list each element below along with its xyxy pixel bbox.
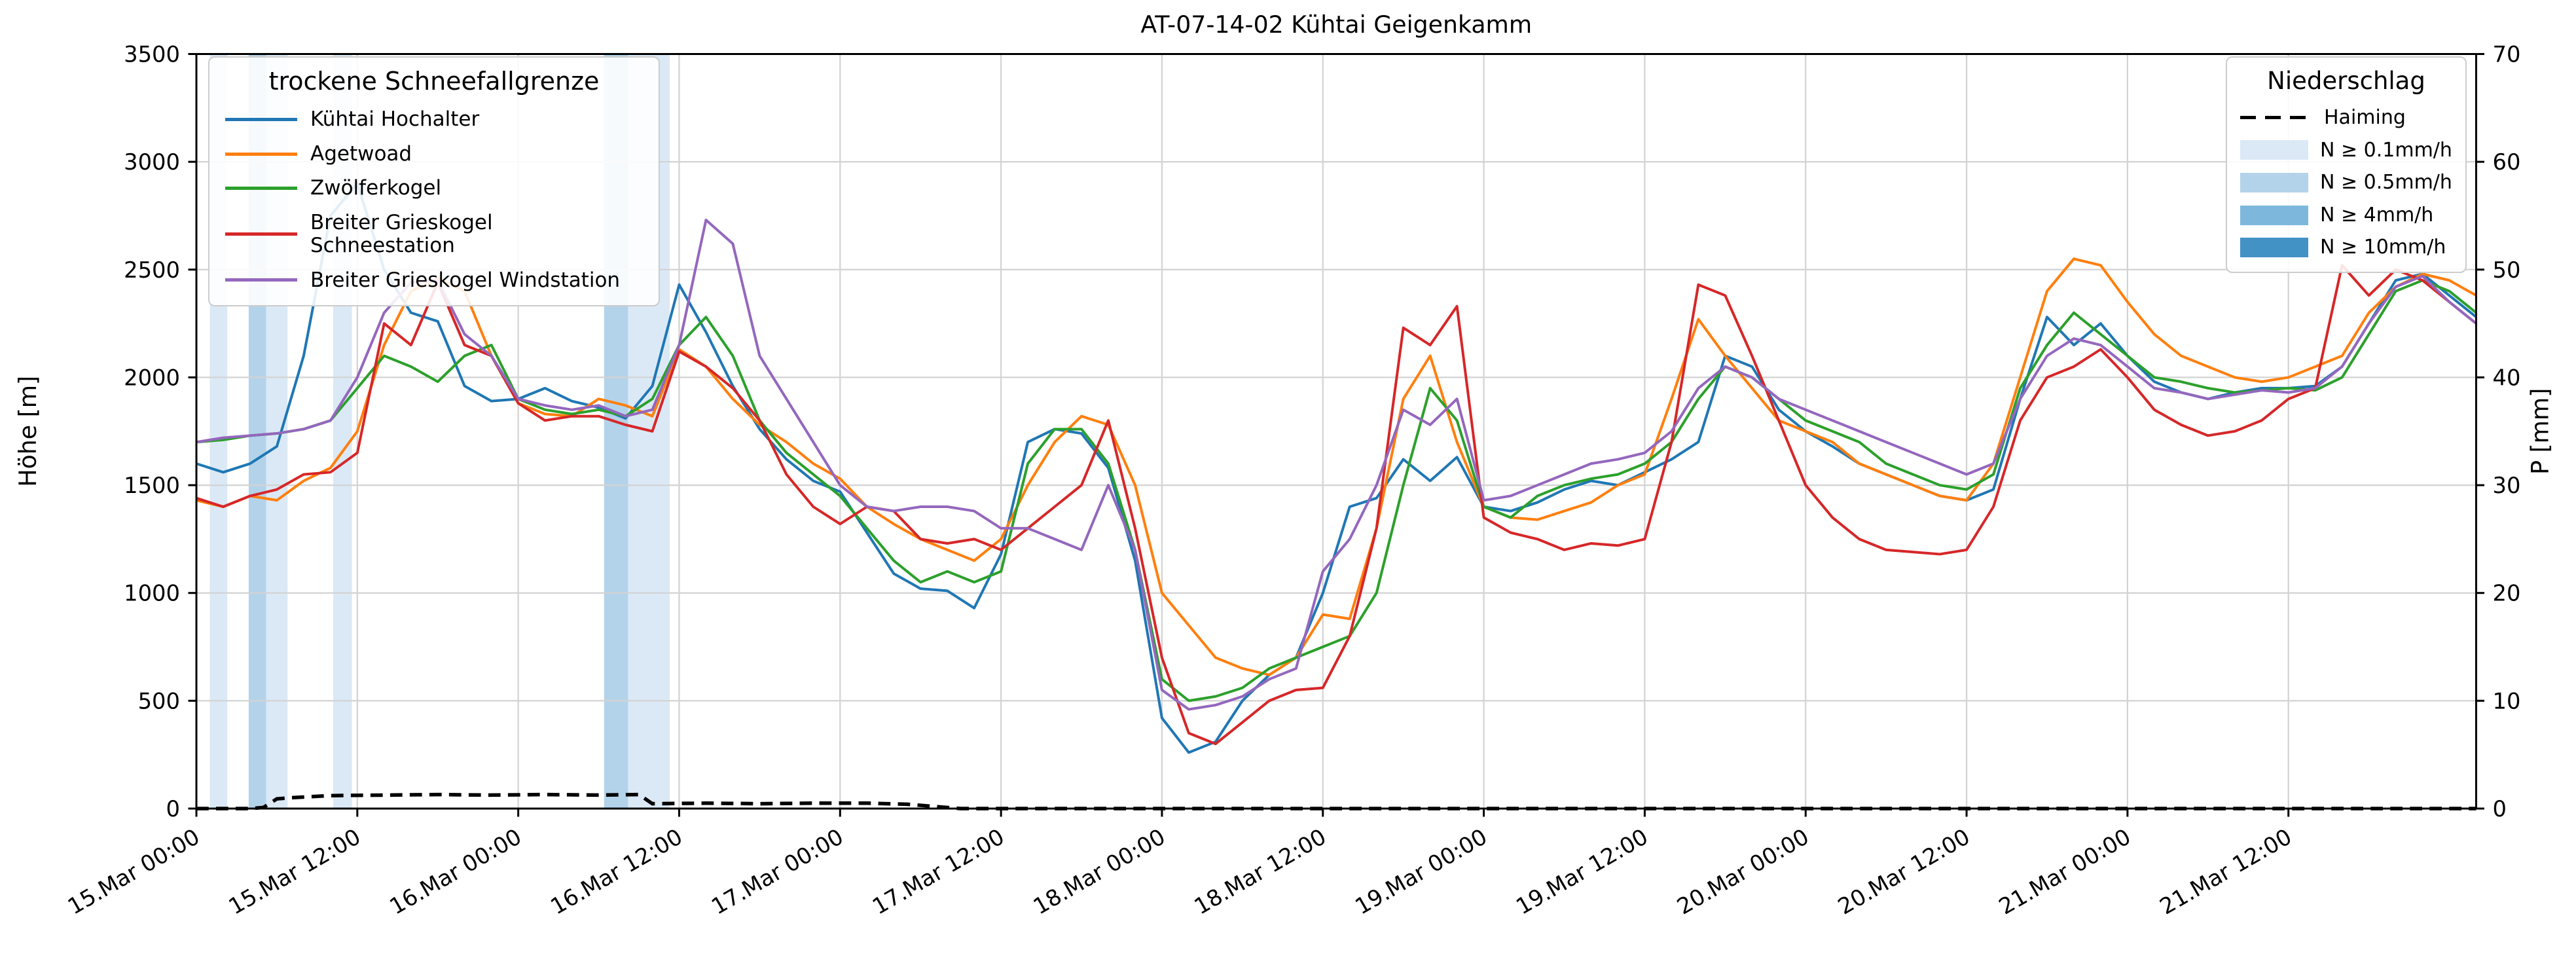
- legend-entry-zwoelferkogel: Zwölferkogel: [209, 171, 659, 206]
- y-left-tick-label: 1500: [124, 473, 180, 498]
- legend-entry-n4: N ≥ 4mm/h: [2227, 199, 2465, 232]
- line-swatch-icon: [225, 278, 297, 282]
- y-right-tick-label: 20: [2493, 581, 2521, 606]
- legend-label: N ≥ 0.1mm/h: [2320, 138, 2452, 162]
- plot-frame: [195, 53, 2477, 810]
- y-right-tick-label: 10: [2493, 688, 2521, 714]
- legend-entry-haiming: Haiming: [2227, 101, 2465, 134]
- series-line-1: [196, 257, 2477, 676]
- y-left-tick-label: 2000: [124, 365, 180, 390]
- x-tick-label: 18.Mar 12:00: [1190, 824, 1331, 919]
- x-tick-label: 16.Mar 00:00: [385, 824, 526, 919]
- legend-entry-n05: N ≥ 0.5mm/h: [2227, 166, 2465, 199]
- precip-patch-icon: [2240, 140, 2308, 160]
- y-left-tick-label: 500: [138, 688, 180, 714]
- precip-legend: Niederschlag Haiming N ≥ 0.1mm/h N ≥ 0.5…: [2226, 56, 2467, 273]
- y-right-axis-label: P [mm]: [2526, 388, 2554, 475]
- series-line-4: [196, 219, 2477, 711]
- dashed-line-swatch-icon: [2240, 116, 2312, 120]
- legend-label: N ≥ 0.5mm/h: [2320, 171, 2452, 194]
- snowline-legend-title: trockene Schneefallgrenze: [268, 67, 600, 96]
- y-left-tick-label: 0: [166, 796, 180, 822]
- line-swatch-icon: [225, 117, 297, 121]
- haiming-precip-line: [196, 792, 2476, 811]
- precip-patch-icon: [2240, 205, 2308, 225]
- line-swatch-icon: [225, 232, 297, 236]
- y-right-tick-label: 40: [2493, 365, 2521, 390]
- x-tick-label: 20.Mar 12:00: [1834, 824, 1974, 919]
- y-left-axis-label: Höhe [m]: [14, 376, 42, 487]
- x-tick-label: 17.Mar 00:00: [707, 824, 848, 919]
- snowline-legend: trockene Schneefallgrenze Kühtai Hochalt…: [208, 56, 660, 307]
- y-left-tick-label: 3000: [124, 149, 180, 175]
- x-tick-label: 16.Mar 12:00: [546, 824, 687, 919]
- y-right-tick-label: 60: [2493, 149, 2521, 175]
- legend-label: Haiming: [2324, 106, 2406, 129]
- series-line-3: [196, 264, 2477, 746]
- series-line-0: [196, 182, 2477, 754]
- precip-patch-icon: [2240, 172, 2308, 192]
- legend-entry-n01: N ≥ 0.1mm/h: [2227, 134, 2465, 167]
- x-tick-label: 17.Mar 12:00: [868, 824, 1009, 919]
- x-tick-label: 21.Mar 00:00: [1995, 824, 2135, 919]
- legend-entry-grieskogel-schneestation: Breiter Grieskogel Schneestation: [209, 206, 659, 263]
- x-tick-label: 20.Mar 00:00: [1673, 824, 1813, 919]
- y-right-tick-label: 0: [2493, 796, 2507, 822]
- legend-entry-kuehtai-hochalter: Kühtai Hochalter: [209, 102, 659, 137]
- legend-entry-grieskogel-windstation: Breiter Grieskogel Windstation: [209, 263, 659, 298]
- legend-entry-n10: N ≥ 10mm/h: [2227, 231, 2465, 264]
- x-tick-label: 15.Mar 00:00: [63, 824, 204, 919]
- x-tick-label: 19.Mar 12:00: [1512, 824, 1652, 919]
- y-left-tick-label: 3500: [124, 42, 180, 67]
- y-left-tick-label: 1000: [124, 581, 180, 606]
- line-swatch-icon: [225, 187, 297, 191]
- legend-label: Agetwoad: [310, 141, 412, 166]
- y-left-tick-label: 2500: [124, 257, 180, 283]
- series-line-2: [196, 279, 2477, 702]
- x-tick-label: 15.Mar 12:00: [225, 824, 365, 919]
- y-right-tick-label: 70: [2493, 42, 2521, 67]
- legend-label: Zwölferkogel: [310, 176, 442, 200]
- y-right-tick-label: 50: [2493, 257, 2521, 283]
- x-tick-label: 21.Mar 12:00: [2156, 824, 2296, 919]
- legend-label: Breiter Grieskogel Schneestation: [310, 211, 493, 257]
- legend-label: Kühtai Hochalter: [310, 107, 480, 131]
- precip-patch-icon: [2240, 238, 2308, 258]
- x-tick-label: 18.Mar 00:00: [1029, 824, 1170, 919]
- chart-title: AT-07-14-02 Kühtai Geigenkamm: [1140, 10, 1532, 39]
- x-tick-label: 19.Mar 00:00: [1351, 824, 1491, 919]
- legend-label: Breiter Grieskogel Windstation: [310, 268, 621, 292]
- legend-label: N ≥ 10mm/h: [2320, 236, 2446, 259]
- line-swatch-icon: [225, 152, 297, 156]
- y-right-tick-label: 30: [2493, 473, 2521, 498]
- precip-legend-title: Niederschlag: [2267, 67, 2425, 95]
- legend-label: N ≥ 4mm/h: [2320, 203, 2434, 227]
- legend-entry-agetwoad: Agetwoad: [209, 137, 659, 172]
